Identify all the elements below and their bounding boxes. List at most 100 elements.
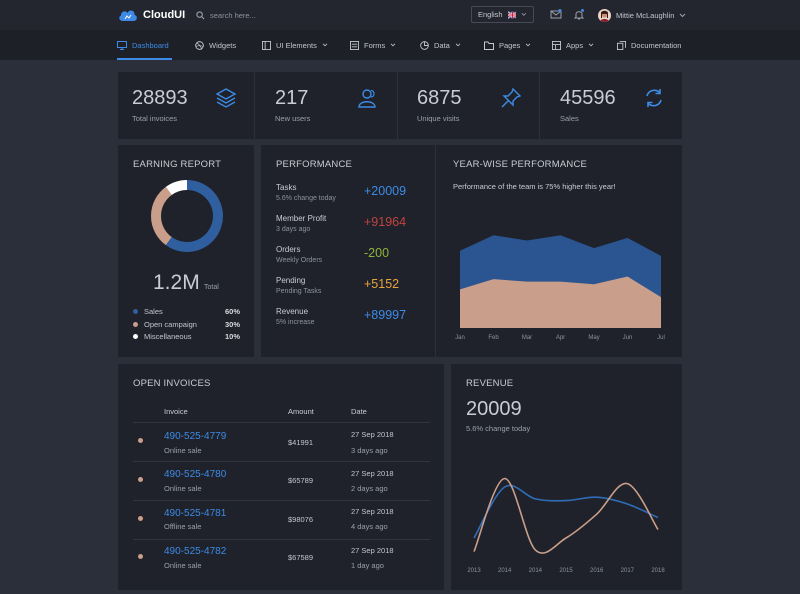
perf-label-member-profit: Member Profit [276, 214, 327, 223]
x-tick-label: 2015 [559, 568, 573, 574]
row-divider [133, 500, 430, 501]
perf-sub-pending: Pending Tasks [276, 288, 322, 295]
mail-icon[interactable] [550, 8, 562, 21]
row-status-dot [138, 438, 143, 443]
search-box[interactable] [196, 8, 396, 22]
invoice-number-link[interactable]: 490-525-4781 [164, 508, 227, 519]
perf-sub-tasks: 5.6% change today [276, 195, 336, 202]
invoice-number-link[interactable]: 490-525-4779 [164, 431, 227, 442]
row-status-dot [138, 554, 143, 559]
user-menu[interactable]: Mittie McLaughlin [598, 7, 698, 23]
row-divider [133, 422, 430, 423]
nav-label-widgets: Widgets [209, 40, 237, 50]
language-select[interactable]: English [471, 6, 534, 23]
x-tick-label: Mar [522, 335, 532, 341]
nav-item-documentation[interactable]: Documentation [617, 30, 681, 60]
nav-bar [0, 30, 800, 60]
stat-total-invoices-value: 28893 [132, 87, 188, 109]
chevron-down-icon [390, 43, 396, 47]
stats-panel [118, 72, 682, 139]
invoice-type: Online sale [164, 484, 202, 493]
brand-name: CloudUI [143, 9, 186, 21]
invoice-amount: $65789 [288, 476, 314, 485]
col-header-amount[interactable]: Amount [288, 407, 314, 416]
performance-title: PERFORMANCE [276, 159, 353, 170]
area-series-1 [460, 276, 661, 328]
chevron-down-icon [588, 43, 594, 47]
bell-icon[interactable] [573, 8, 585, 21]
search-input[interactable] [210, 10, 360, 20]
line-series-1 [473, 477, 659, 554]
user-name: Mittie McLaughlin [616, 10, 675, 20]
refresh-icon [646, 89, 662, 107]
perf-value-tasks: +20009 [364, 184, 407, 198]
sliders-icon [350, 40, 359, 50]
stat-total-invoices-label: Total invoices [132, 114, 178, 123]
perf-value-member-profit: +91964 [364, 215, 407, 229]
perf-value-pending: +5152 [364, 277, 400, 291]
invoice-type: Online sale [164, 561, 202, 570]
legend-item-sales: Sales 60% [133, 307, 240, 316]
nav-item-pages[interactable]: Pages [484, 30, 531, 60]
legend-dot [133, 309, 138, 314]
invoice-number-link[interactable]: 490-525-4780 [164, 469, 227, 480]
copy-icon [617, 40, 626, 50]
avatar [598, 8, 611, 22]
chevron-down-icon [521, 13, 527, 16]
legend-pct: 30% [224, 320, 240, 329]
brand-logo[interactable]: CloudUI [118, 6, 198, 24]
monitor-icon [117, 40, 127, 50]
invoice-number-link[interactable]: 490-525-4782 [164, 546, 227, 557]
nav-label-pages: Pages [499, 40, 521, 50]
nav-item-widgets[interactable]: Widgets [195, 30, 236, 60]
perf-label-revenue: Revenue [276, 307, 309, 316]
x-tick-label: 2014 [529, 568, 543, 574]
nav-label-ui-elements: UI Elements [276, 40, 317, 50]
nav-label-dashboard: Dashboard [132, 40, 169, 50]
stat-sales-label: Sales [560, 114, 579, 123]
legend-label: Sales [144, 307, 163, 316]
col-header-date[interactable]: Date [351, 407, 367, 416]
perf-label-tasks: Tasks [276, 183, 297, 192]
invoice-type: Offline sale [164, 522, 202, 531]
earning-total: 1.2M [153, 271, 200, 294]
open-invoices-panel [118, 364, 444, 590]
x-tick-label: 2017 [621, 568, 635, 574]
perf-label-orders: Orders [276, 245, 301, 254]
perf-value-orders: -200 [364, 246, 390, 260]
yearwise-subtitle: Performance of the team is 75% higher th… [453, 182, 616, 191]
perf-sub-orders: Weekly Orders [276, 257, 323, 264]
row-divider [133, 461, 430, 462]
row-divider [133, 539, 430, 540]
x-tick-label: 2014 [498, 568, 512, 574]
nav-item-apps[interactable]: Apps [552, 30, 594, 60]
invoice-amount: $67589 [288, 553, 314, 562]
nav-item-ui-elements[interactable]: UI Elements [262, 30, 328, 60]
x-tick-label: Apr [556, 335, 565, 341]
earning-report-title: EARNING REPORT [133, 159, 222, 170]
stat-divider [397, 72, 398, 139]
pin-icon [501, 87, 522, 108]
col-header-invoice[interactable]: Invoice [164, 407, 188, 416]
earning-total-label: Total [204, 284, 219, 291]
nav-label-apps: Apps [566, 40, 584, 50]
invoice-amount: $41991 [288, 438, 314, 447]
search-icon [196, 10, 205, 19]
donut-slice-sales [165, 180, 223, 252]
nav-item-forms[interactable]: Forms [350, 30, 396, 60]
line-series-0 [473, 484, 659, 539]
layers-icon [215, 88, 237, 108]
nav-label-documentation: Documentation [631, 40, 682, 50]
perf-sub-revenue: 5% increase [276, 319, 315, 326]
x-tick-label: 2013 [467, 568, 481, 574]
nav-item-data[interactable]: Data [420, 30, 461, 60]
earning-donut-chart [151, 180, 223, 252]
panel-divider [435, 145, 436, 357]
revenue-panel [451, 364, 682, 590]
revenue-title: REVENUE [466, 378, 514, 389]
folder-icon [484, 41, 494, 50]
legend-label: Open campaign [144, 320, 197, 329]
invoice-date: 27 Sep 2018 [351, 430, 394, 439]
dribbble-icon [195, 40, 204, 50]
nav-item-dashboard[interactable]: Dashboard [117, 30, 169, 60]
